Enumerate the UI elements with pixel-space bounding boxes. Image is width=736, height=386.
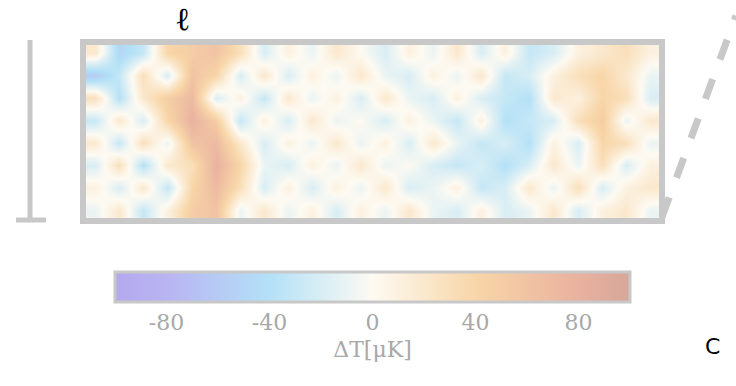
svg-text:40: 40 [462,310,490,335]
svg-text:80: 80 [565,310,593,335]
svg-text:C: C [705,334,720,359]
svg-text:0: 0 [366,310,380,335]
svg-text:-80: -80 [149,310,184,335]
svg-text:-40: -40 [252,310,287,335]
svg-text:ΔT[μK]: ΔT[μK] [333,337,411,362]
svg-text:ℓ: ℓ [175,0,190,38]
